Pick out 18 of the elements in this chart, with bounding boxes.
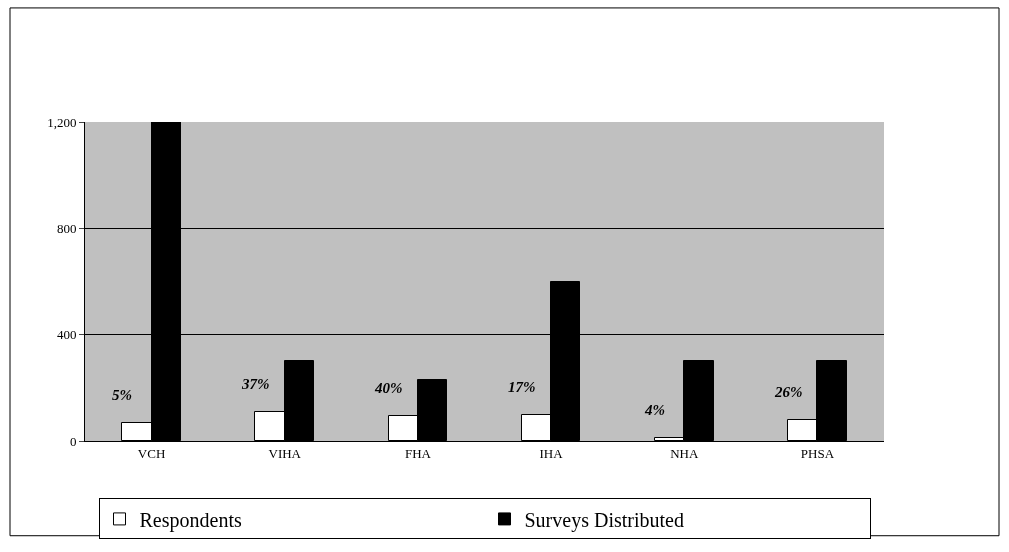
y-tick-label: 1,200 [47,114,77,130]
y-tick-label: 400 [56,327,77,343]
annotation: 17% [508,379,536,395]
annotation: 37% [241,376,270,392]
annotation: 5% [112,387,132,403]
x-tick-label: VCH [137,445,166,461]
legend-label: Surveys Distributed [524,508,684,532]
x-tick-label: IHA [539,445,564,461]
x-tick-label: PHSA [800,445,835,461]
y-tick-label: 0 [69,433,77,449]
y-tick-label: 800 [56,220,77,236]
x-tick-label: NHA [670,445,699,461]
legend-label: Respondents [139,508,242,532]
annotation: 26% [774,384,803,400]
annotation: 40% [374,380,403,396]
x-tick-label: VIHA [268,445,302,461]
x-tick-label: FHA [404,445,432,461]
annotation: 4% [644,402,665,418]
